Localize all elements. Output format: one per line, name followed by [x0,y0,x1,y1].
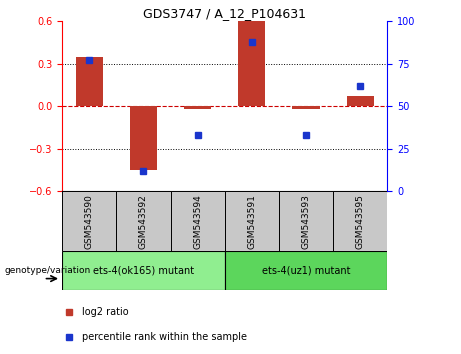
Bar [238,21,266,106]
Bar [225,251,387,290]
Text: GSM543591: GSM543591 [247,194,256,249]
Text: ets-4(ok165) mutant: ets-4(ok165) mutant [93,266,194,276]
Bar [116,191,171,251]
Text: ets-4(uz1) mutant: ets-4(uz1) mutant [262,266,350,276]
Bar [292,106,319,109]
Bar [76,57,103,106]
Text: percentile rank within the sample: percentile rank within the sample [82,332,247,342]
Bar [347,96,374,106]
Text: GSM543595: GSM543595 [355,194,365,249]
Text: log2 ratio: log2 ratio [82,307,128,317]
Bar [333,191,387,251]
Bar [62,191,116,251]
Text: GSM543590: GSM543590 [85,194,94,249]
Text: GSM543593: GSM543593 [301,194,311,249]
Bar [279,191,333,251]
Bar [184,106,211,109]
Text: genotype/variation: genotype/variation [5,266,91,275]
Text: GSM543594: GSM543594 [193,194,202,249]
Bar [62,251,225,290]
Text: GSM543592: GSM543592 [139,194,148,249]
Bar [130,106,157,170]
Bar [171,191,225,251]
Bar [225,191,279,251]
Title: GDS3747 / A_12_P104631: GDS3747 / A_12_P104631 [143,7,306,20]
